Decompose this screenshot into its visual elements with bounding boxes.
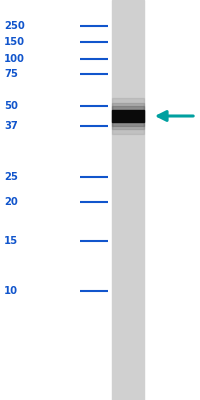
- Text: 15: 15: [4, 236, 18, 246]
- Bar: [112, 106, 144, 126]
- Text: 250: 250: [4, 21, 25, 31]
- Text: 10: 10: [4, 286, 18, 296]
- Text: 150: 150: [4, 37, 25, 47]
- Text: 100: 100: [4, 54, 25, 64]
- Text: 50: 50: [4, 101, 18, 111]
- Text: 20: 20: [4, 197, 18, 207]
- Bar: [112, 0, 144, 400]
- Text: 37: 37: [4, 121, 18, 131]
- Text: 25: 25: [4, 172, 18, 182]
- Bar: [112, 98, 144, 134]
- Bar: [112, 103, 144, 129]
- Bar: [112, 110, 144, 122]
- Text: 75: 75: [4, 69, 18, 79]
